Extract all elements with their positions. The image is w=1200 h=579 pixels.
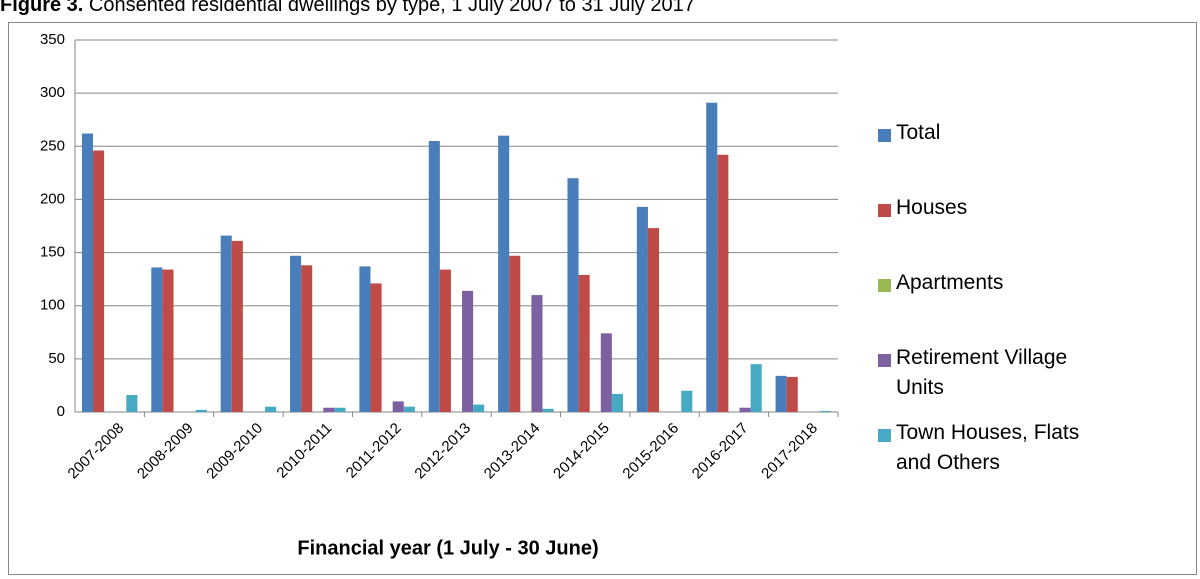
bar	[786, 376, 798, 412]
bar	[392, 401, 404, 412]
figure-label: Figure 3.	[0, 0, 83, 16]
x-tick-label: 2008-2009	[134, 420, 197, 483]
bar	[739, 407, 751, 412]
x-tick-label: 2015-2016	[619, 420, 682, 483]
x-axis-title: Financial year (1 July - 30 June)	[297, 537, 598, 559]
bar	[567, 178, 579, 412]
bar	[578, 274, 590, 412]
y-tick-label: 0	[57, 403, 65, 420]
y-tick-label: 100	[40, 297, 65, 314]
x-tick-label: 2017-2018	[758, 420, 821, 483]
title-text: Consented residential dwellings by type,…	[89, 0, 695, 16]
legend-swatch	[878, 354, 891, 367]
bar	[462, 290, 474, 412]
bar	[819, 410, 832, 412]
bar	[600, 333, 612, 412]
legend-label: Apartments	[896, 271, 1004, 294]
chart-frame	[8, 22, 1197, 575]
bar	[439, 269, 451, 412]
bar	[290, 255, 302, 412]
legend-item: Retirement Village Units	[878, 343, 1178, 418]
legend-label: Houses	[896, 196, 968, 219]
bar	[498, 135, 510, 412]
y-tick-label: 150	[40, 244, 65, 261]
bar	[301, 265, 313, 412]
bar	[195, 409, 207, 412]
legend-label: Town Houses, Flats and Others	[896, 421, 1080, 474]
x-tick-label: 2016-2017	[689, 420, 752, 483]
bar	[636, 206, 648, 412]
x-tick-label: 2013-2014	[481, 420, 544, 483]
legend-item: Houses	[878, 193, 1178, 268]
bar	[151, 267, 163, 412]
x-tick-label: 2009-2010	[203, 420, 266, 483]
legend-swatch	[878, 129, 891, 142]
x-tick-label: 2010-2011	[273, 420, 335, 482]
y-tick-label: 200	[40, 190, 65, 207]
bar	[750, 364, 762, 412]
bar	[647, 228, 660, 412]
bar	[265, 406, 277, 412]
bar	[359, 266, 371, 412]
legend-label: Retirement Village Units	[896, 346, 1068, 399]
bar	[717, 154, 729, 412]
legend: Total Houses Apartments Retirement Village …	[878, 118, 1178, 493]
bar	[509, 255, 521, 412]
y-tick-label: 300	[40, 84, 65, 101]
legend-swatch	[878, 279, 891, 292]
bar	[403, 406, 415, 412]
bar	[370, 283, 382, 412]
chart-title: Figure 3. Consented residential dwelling…	[0, 0, 695, 16]
legend-item: Total	[878, 118, 1178, 193]
x-tick-label: 2007-2008	[65, 420, 128, 483]
y-tick-label: 350	[40, 31, 65, 48]
x-tick-label: 2012-2013	[411, 420, 474, 483]
bar	[531, 295, 543, 412]
bar	[126, 394, 138, 412]
x-tick-label: 2014-2015	[550, 420, 613, 483]
legend-item: Apartments	[878, 268, 1178, 343]
bar	[473, 404, 485, 412]
legend-label: Total	[896, 121, 941, 144]
bar	[231, 240, 243, 412]
bar	[706, 102, 718, 413]
bar	[334, 407, 346, 412]
legend-item: Town Houses, Flats and Others	[878, 418, 1178, 493]
y-tick-label: 50	[48, 350, 65, 367]
bar	[775, 375, 787, 412]
bar	[220, 235, 232, 412]
bar	[162, 269, 174, 412]
legend-swatch	[878, 204, 891, 217]
bar	[81, 133, 94, 412]
bar	[611, 393, 623, 412]
bar	[542, 408, 554, 412]
bar	[93, 150, 105, 412]
bar	[681, 390, 693, 412]
bar	[428, 140, 440, 412]
y-tick-label: 250	[40, 137, 65, 154]
x-tick-label: 2011-2012	[343, 420, 405, 482]
bar	[323, 407, 335, 412]
legend-swatch	[878, 429, 891, 442]
